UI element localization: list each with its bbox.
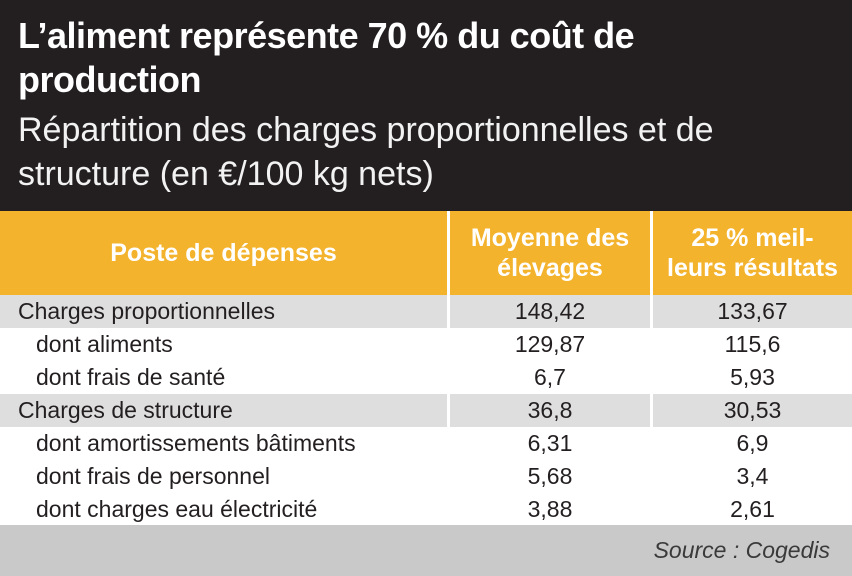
table-row: dont frais de santé 6,7 5,93 bbox=[0, 361, 852, 394]
row-label: Charges de structure bbox=[18, 397, 233, 423]
value-meilleurs: 115,6 bbox=[724, 331, 781, 357]
table-row: dont frais de personnel 5,68 3,4 bbox=[0, 460, 852, 493]
row-label: dont charges eau électricité bbox=[36, 496, 318, 522]
source-credit: Source : Cogedis bbox=[653, 537, 830, 563]
header: L’aliment représente 70 % du coût de pro… bbox=[0, 0, 852, 211]
page-title: L’aliment représente 70 % du coût de pro… bbox=[18, 15, 635, 100]
table-row: dont charges eau électricité 3,88 2,61 bbox=[0, 493, 852, 526]
value-meilleurs: 30,53 bbox=[723, 397, 782, 423]
column-divider bbox=[447, 211, 450, 525]
table-header: Poste de dépenses Moyenne des élevages 2… bbox=[0, 211, 852, 295]
column-header-poste: Poste de dépenses bbox=[0, 211, 447, 295]
value-meilleurs: 5,93 bbox=[730, 364, 775, 390]
value-moyenne: 36,8 bbox=[527, 397, 573, 423]
value-meilleurs: 3,4 bbox=[736, 463, 769, 489]
footer: Source : Cogedis bbox=[0, 525, 852, 576]
value-moyenne: 6,7 bbox=[534, 364, 566, 390]
row-label: dont frais de santé bbox=[36, 364, 226, 390]
row-label: Charges proportionnelles bbox=[18, 298, 275, 324]
table-body: Charges proportionnelles 148,42 133,67 d… bbox=[0, 295, 852, 526]
value-moyenne: 6,31 bbox=[527, 430, 573, 456]
column-header-label: Poste de dépenses bbox=[110, 239, 337, 267]
value-moyenne: 5,68 bbox=[527, 463, 573, 489]
value-moyenne: 129,87 bbox=[514, 331, 586, 357]
column-header-meilleurs: 25 % meil-leurs résultats bbox=[653, 211, 852, 295]
table-row: dont amortissements bâtiments 6,31 6,9 bbox=[0, 427, 852, 460]
table-row: Charges de structure 36,8 30,53 bbox=[0, 394, 852, 427]
value-meilleurs: 2,61 bbox=[730, 496, 775, 522]
table-row: dont aliments 129,87 115,6 bbox=[0, 328, 852, 361]
column-header-label: Moyenne des élevages bbox=[470, 224, 630, 282]
column-header-moyenne: Moyenne des élevages bbox=[450, 211, 650, 295]
column-divider bbox=[650, 211, 653, 525]
table-row: Charges proportionnelles 148,42 133,67 bbox=[0, 295, 852, 328]
column-header-label: 25 % meil-leurs résultats bbox=[667, 224, 838, 282]
row-label: dont amortissements bâtiments bbox=[36, 430, 356, 456]
page-subtitle: Répartition des charges proportionnelles… bbox=[18, 111, 714, 193]
value-meilleurs: 6,9 bbox=[736, 430, 769, 456]
row-label: dont frais de personnel bbox=[36, 463, 270, 489]
value-moyenne: 3,88 bbox=[527, 496, 573, 522]
row-label: dont aliments bbox=[36, 331, 173, 357]
value-meilleurs: 133,67 bbox=[717, 298, 788, 324]
value-moyenne: 148,42 bbox=[514, 298, 586, 324]
